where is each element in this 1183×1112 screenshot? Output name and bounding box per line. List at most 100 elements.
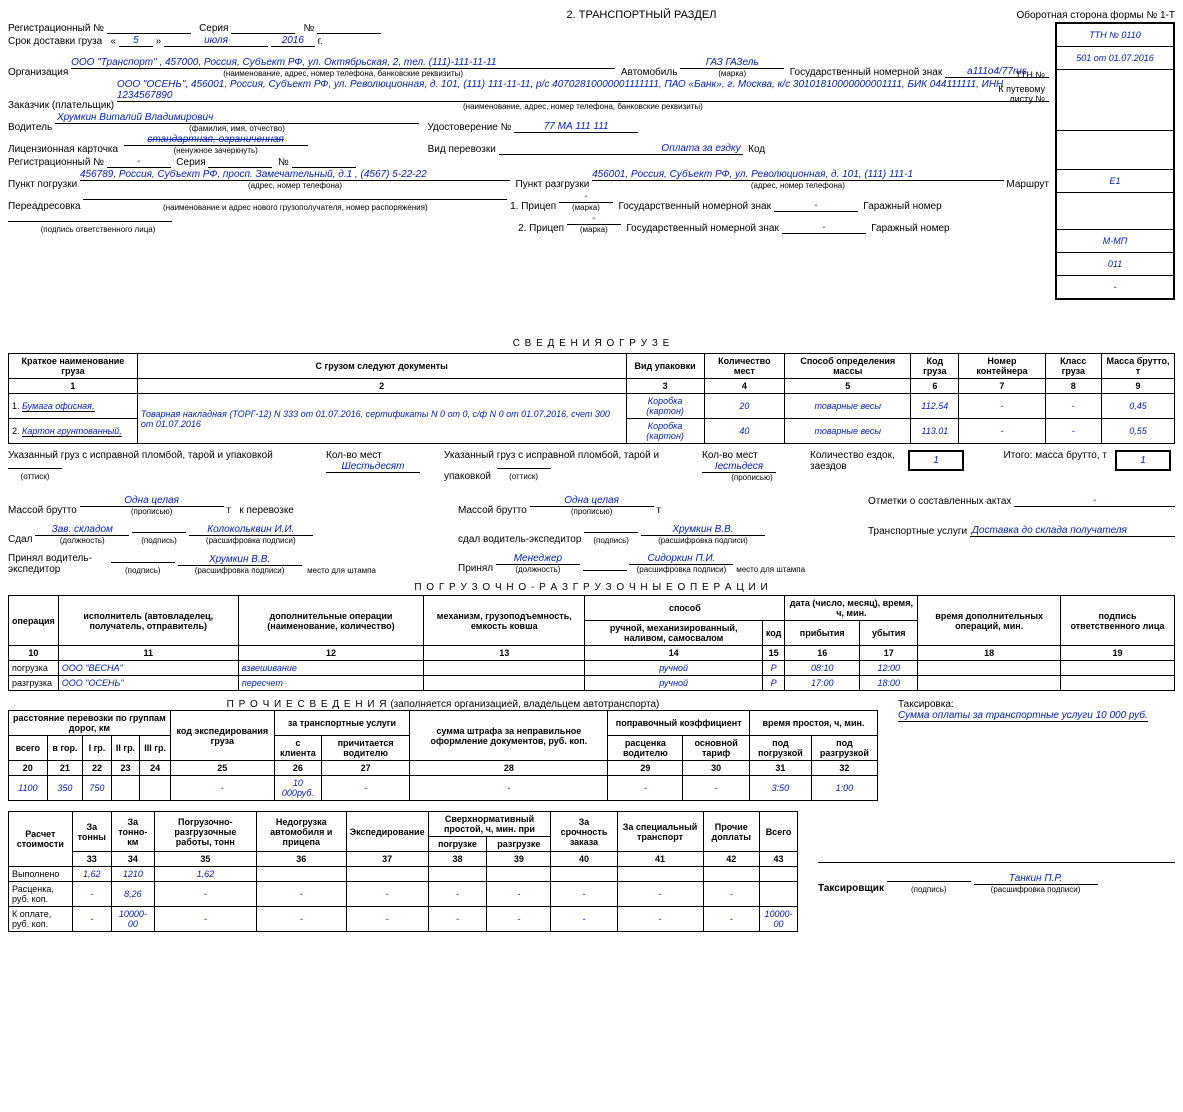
reg2-ser-label: Серия	[176, 157, 205, 168]
other-title: П Р О Ч И Е С В Е Д Е Н И Я	[227, 699, 388, 710]
code-route: М-МП	[1056, 230, 1174, 253]
driver-label: Водитель	[8, 122, 52, 133]
mass-label: Массой брутто	[8, 505, 77, 516]
notes-label: Отметки о составленных актах	[868, 496, 1011, 507]
services-label: Транспортные услуги	[868, 526, 967, 537]
handed-dec-sub: (расшифровка подписи)	[189, 536, 313, 545]
mass-sub2: (прописью)	[530, 507, 654, 516]
ttn-label: ТТН №	[985, 70, 1045, 80]
accepted2-pos: Менеджер	[496, 553, 580, 565]
accepted-decode: Хрумкин В.В.	[178, 554, 302, 566]
accepted-dec-sub: (расшифровка подписи)	[178, 566, 302, 575]
unload-value: 456001, Россия, Субъект РФ, ул. Революци…	[592, 169, 1003, 181]
tax-value: Сумма оплаты за транспортные услуги 10 0…	[898, 710, 1148, 722]
load-value: 456789, Россия, Субъект РФ, просп. Замеч…	[80, 169, 510, 181]
delivery-day: 5	[119, 35, 153, 47]
accepted2-pos-sub: (должность)	[496, 565, 580, 574]
transtype-value: Оплата за ездку	[499, 143, 743, 155]
garage-label2: Гаражный номер	[871, 223, 949, 234]
code-garage2: -	[1056, 276, 1174, 300]
ops-h2-arr: прибытия	[785, 621, 860, 646]
mass-unit2: т	[656, 505, 661, 516]
cargo-table: Краткое наименование грузаС грузом следу…	[8, 353, 1175, 444]
cost-h10: Всего	[760, 812, 798, 852]
code-ttn: ТТН № 0110	[1056, 23, 1174, 47]
reg-num	[107, 33, 191, 34]
ops-h-sig: подпись ответственного лица	[1060, 596, 1174, 646]
taxer-label: Таксировщик	[818, 883, 884, 894]
services-value: Доставка до склада получателя	[970, 525, 1175, 537]
places-label: Кол-во мест	[326, 450, 382, 461]
route-label: Маршрут	[1006, 179, 1049, 190]
ser-label: Серия	[199, 23, 228, 34]
garage-label: Гаражный номер	[863, 201, 941, 212]
other-h2: код экспедирования груза	[170, 711, 274, 761]
other-h4: сумма штрафа за неправильное оформление …	[410, 711, 608, 761]
org-sub: (наименование, адрес, номер телефона, ба…	[71, 69, 615, 78]
seal-label2: Указанный груз с исправной пломбой, таро…	[444, 450, 659, 482]
other-h5: поправочный коэффициент	[608, 711, 749, 736]
customer-label: Заказчик (плательщик)	[8, 100, 114, 111]
cost-h0: За тонны	[72, 812, 111, 852]
delivery-label: Срок доставки груза	[8, 36, 102, 47]
places-value: Шестьдесят	[326, 461, 420, 473]
taxer-line1	[818, 862, 1175, 863]
ops-title: П О Г Р У З О Ч Н О - Р А З Г Р У З О Ч …	[8, 582, 1175, 593]
cost-rowlabel: Расчет стоимости	[9, 812, 73, 867]
reg-ser	[231, 33, 295, 34]
seal-label: Указанный груз с исправной пломбой, таро…	[8, 450, 273, 461]
taxer-dec-sub: (расшифровка подписи)	[974, 885, 1098, 894]
lic-label: Удостоверение №	[427, 122, 511, 133]
ops-h2-code: код	[762, 621, 784, 646]
handed-sig-sub: (подпись)	[132, 536, 186, 545]
trailer1-label: 1. Прицеп	[510, 201, 556, 212]
load-sub: (адрес, номер телефона)	[80, 181, 510, 190]
other-h1: расстояние перевозки по группам дорог, к…	[9, 711, 171, 736]
cost-h3: Недогрузка автомобиля и прицепа	[256, 812, 346, 852]
cost-h1: За тонно-км	[111, 812, 154, 852]
trailer2-plate: -	[782, 222, 866, 234]
reg-n	[317, 33, 381, 34]
load-label: Пункт погрузки	[8, 179, 77, 190]
auto-value: ГАЗ ГАЗель	[680, 57, 784, 69]
accepted-sig	[111, 562, 175, 563]
accepted2-dec-sub: (расшифровка подписи)	[629, 565, 733, 574]
places-value2: Iестьдеся	[702, 461, 776, 473]
liccard-sub: (ненужное зачеркнуть)	[124, 146, 308, 155]
trailer2-v: -	[567, 213, 621, 225]
unload-sub: (адрес, номер телефона)	[592, 181, 1003, 190]
handed-decode: Колокольквин И.И.	[189, 524, 313, 536]
resp-sig	[8, 221, 172, 222]
notes-v: -	[1014, 495, 1175, 507]
places-label2: Кол-во мест	[702, 450, 758, 461]
seal-sub2: (оттиск)	[497, 472, 551, 481]
trips-value: 1	[908, 450, 964, 471]
accepted-label: Принял водитель-экспедитор	[8, 553, 108, 575]
handed-label: Сдал	[8, 534, 32, 545]
trailer-plate-label: Государственный номерной знак	[619, 201, 771, 212]
handed-sig	[132, 532, 186, 533]
code-e1: Е1	[1056, 170, 1174, 193]
accepted2-label: Принял	[458, 563, 493, 574]
trailer-sub: (марка)	[559, 203, 613, 212]
ops-h-extra: дополнительные операции (наименование, к…	[238, 596, 423, 646]
trips-label: Количество ездок, заездов	[810, 450, 895, 472]
readdr-sub: (наименование и адрес нового грузополуча…	[83, 203, 507, 212]
ops-h-op: операция	[9, 596, 59, 646]
ops-h-method: способ	[585, 596, 785, 621]
taxer-decode: Танкин П.Р.	[974, 873, 1098, 885]
places-sub2: (прописью)	[702, 473, 802, 482]
ops-h-dur: время дополнительных операций, мин.	[918, 596, 1061, 646]
delivery-month: июля	[164, 35, 268, 47]
form-side: Оборотная сторона формы № 1-Т	[955, 10, 1175, 21]
trailer2-label: 2. Прицеп	[518, 223, 564, 234]
handed2-sig-sub: (подпись)	[584, 536, 638, 545]
reg2-label: Регистрационный №	[8, 157, 104, 168]
cost-h5: Сверхнормативный простой, ч, мин. при	[428, 812, 551, 837]
code-waybill: 501 от 01.07.2016	[1056, 47, 1174, 70]
ops-h-date: дата (число, месяц), время, ч, мин.	[785, 596, 918, 621]
total-mass-label: Итого: масса брутто, т	[1004, 450, 1107, 461]
taxer-sig-sub: (подпись)	[887, 885, 971, 894]
cargo-title: С В Е Д Е Н И Я О Г Р У З Е	[8, 338, 1175, 349]
driver-value: Хрумкин Виталий Владимирович	[55, 112, 419, 124]
